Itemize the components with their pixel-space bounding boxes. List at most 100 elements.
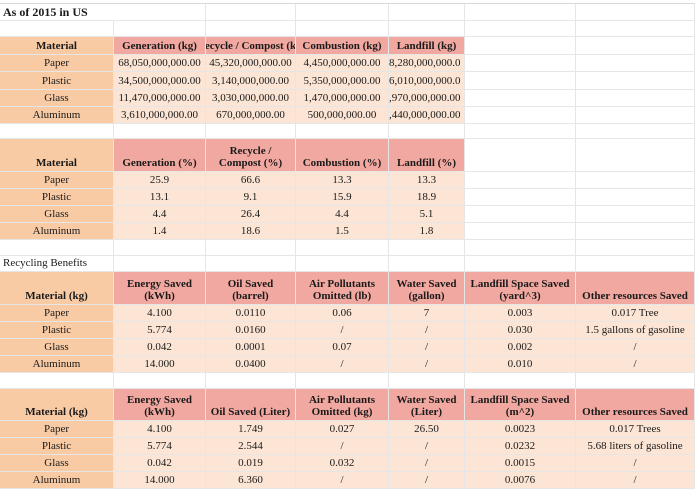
header-material-kg[interactable]: Material (kg) (0, 389, 114, 421)
material-cell[interactable]: Glass (0, 90, 114, 107)
material-cell[interactable]: Plastic (0, 322, 114, 339)
value-cell[interactable]: 0.030 (465, 322, 576, 339)
value-cell[interactable]: 3,030,000,000.00 (206, 90, 296, 107)
value-cell[interactable]: 4,450,000,000.00 (296, 55, 389, 72)
empty-cell[interactable] (114, 124, 206, 139)
value-cell[interactable]: 18.6 (206, 223, 296, 240)
value-cell[interactable]: 3,140,000,000.00 (206, 72, 296, 90)
value-cell[interactable]: 6,010,000,000.0 (389, 72, 465, 90)
empty-cell[interactable] (296, 240, 389, 256)
value-cell[interactable]: 0.019 (206, 455, 296, 472)
value-cell[interactable]: 0.032 (296, 455, 389, 472)
value-cell[interactable]: 0.003 (465, 305, 576, 322)
header-landfill-pct[interactable]: Landfill (%) (389, 139, 465, 172)
header-energy-saved[interactable]: Energy Saved (kWh) (114, 272, 206, 305)
value-cell[interactable]: 45,320,000,000.00 (206, 55, 296, 72)
header-material-kg[interactable]: Material (kg) (0, 272, 114, 305)
empty-cell[interactable] (206, 124, 296, 139)
header-combustion-kg[interactable]: Combustion (kg) (296, 37, 389, 55)
empty-cell[interactable] (389, 21, 465, 37)
empty-cell[interactable] (465, 37, 576, 55)
header-landfill-space[interactable]: Landfill Space Saved (m^2) (465, 389, 576, 421)
empty-cell[interactable] (296, 256, 389, 272)
empty-cell[interactable] (389, 124, 465, 139)
value-cell[interactable]: 13.1 (114, 189, 206, 206)
material-cell[interactable]: Paper (0, 421, 114, 438)
value-cell[interactable]: / (389, 356, 465, 373)
value-cell[interactable]: / (576, 356, 695, 373)
header-material[interactable]: Material (0, 37, 114, 55)
value-cell[interactable]: 68,050,000,000.00 (114, 55, 206, 72)
value-cell[interactable]: 0.07 (296, 339, 389, 356)
value-cell[interactable]: 0.027 (296, 421, 389, 438)
empty-cell[interactable] (389, 240, 465, 256)
empty-cell[interactable] (576, 21, 695, 37)
material-cell[interactable]: Glass (0, 339, 114, 356)
material-cell[interactable]: Aluminum (0, 472, 114, 489)
empty-cell[interactable] (296, 124, 389, 139)
header-material[interactable]: Material (0, 139, 114, 172)
value-cell[interactable]: 66.6 (206, 172, 296, 189)
empty-cell[interactable] (114, 373, 206, 389)
empty-cell[interactable] (465, 72, 576, 90)
value-cell[interactable]: / (296, 322, 389, 339)
value-cell[interactable]: / (389, 438, 465, 455)
value-cell[interactable]: / (389, 472, 465, 489)
empty-cell[interactable] (0, 21, 114, 37)
material-cell[interactable]: Plastic (0, 438, 114, 455)
value-cell[interactable]: 0.0110 (206, 305, 296, 322)
header-oil-saved-liter[interactable]: Oil Saved (Liter) (206, 389, 296, 421)
value-cell[interactable]: 9.1 (206, 189, 296, 206)
value-cell[interactable]: 3,610,000,000.00 (114, 107, 206, 124)
material-cell[interactable]: Paper (0, 172, 114, 189)
empty-cell[interactable] (576, 223, 695, 240)
header-other-resources[interactable]: Other resources Saved (576, 272, 695, 305)
empty-cell[interactable] (465, 55, 576, 72)
header-generation-pct[interactable]: Generation (%) (114, 139, 206, 172)
value-cell[interactable]: 1.5 (296, 223, 389, 240)
value-cell[interactable]: 5,350,000,000.00 (296, 72, 389, 90)
value-cell[interactable]: 8,280,000,000.0 (389, 55, 465, 72)
value-cell[interactable]: 0.0023 (465, 421, 576, 438)
empty-cell[interactable] (0, 240, 114, 256)
empty-cell[interactable] (576, 373, 695, 389)
value-cell[interactable]: 0.0076 (465, 472, 576, 489)
empty-cell[interactable] (0, 124, 114, 139)
value-cell[interactable]: 1.8 (389, 223, 465, 240)
empty-cell[interactable] (576, 90, 695, 107)
value-cell[interactable]: 500,000,000.00 (296, 107, 389, 124)
empty-cell[interactable] (389, 4, 465, 21)
header-other-resources[interactable]: Other resources Saved (576, 389, 695, 421)
empty-cell[interactable] (206, 21, 296, 37)
value-cell[interactable]: 0.017 Trees (576, 421, 695, 438)
empty-cell[interactable] (465, 223, 576, 240)
material-cell[interactable]: Aluminum (0, 223, 114, 240)
value-cell[interactable]: 11,470,000,000.00 (114, 90, 206, 107)
empty-cell[interactable] (576, 124, 695, 139)
header-generation-kg[interactable]: Generation (kg) (114, 37, 206, 55)
value-cell[interactable]: 18.9 (389, 189, 465, 206)
header-air-pollutants[interactable]: Air Pollutants Omitted (lb) (296, 272, 389, 305)
empty-cell[interactable] (576, 139, 695, 172)
value-cell[interactable]: 0.0001 (206, 339, 296, 356)
empty-cell[interactable] (576, 240, 695, 256)
empty-cell[interactable] (465, 189, 576, 206)
material-cell[interactable]: Aluminum (0, 356, 114, 373)
header-air-pollutants[interactable]: Air Pollutants Omitted (kg) (296, 389, 389, 421)
header-water-saved[interactable]: Water Saved (gallon) (389, 272, 465, 305)
value-cell[interactable]: / (389, 455, 465, 472)
empty-cell[interactable] (576, 4, 695, 21)
value-cell[interactable]: 1.749 (206, 421, 296, 438)
material-cell[interactable]: Plastic (0, 72, 114, 90)
value-cell[interactable]: 4.100 (114, 305, 206, 322)
header-landfill-space[interactable]: Landfill Space Saved (yard^3) (465, 272, 576, 305)
header-recycle-pct[interactable]: Recycle / Compost (%) (206, 139, 296, 172)
empty-cell[interactable] (389, 256, 465, 272)
material-cell[interactable]: Paper (0, 55, 114, 72)
empty-cell[interactable] (114, 21, 206, 37)
header-water-saved[interactable]: Water Saved (Liter) (389, 389, 465, 421)
value-cell[interactable]: ,440,000,000.00 (389, 107, 465, 124)
material-cell[interactable]: Plastic (0, 189, 114, 206)
empty-cell[interactable] (576, 256, 695, 272)
empty-cell[interactable] (465, 373, 576, 389)
